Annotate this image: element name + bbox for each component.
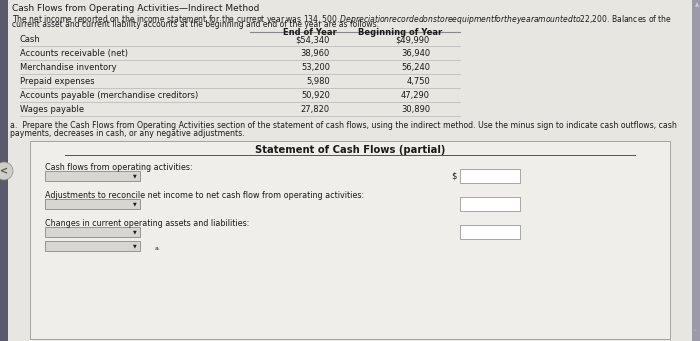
- Text: 27,820: 27,820: [301, 105, 330, 114]
- Text: $54,340: $54,340: [295, 35, 330, 44]
- Text: 4,750: 4,750: [406, 77, 430, 86]
- Text: ▸: ▸: [694, 327, 698, 333]
- Bar: [460, 169, 520, 183]
- Text: $: $: [452, 172, 457, 180]
- Bar: [45, 199, 140, 209]
- Text: Merchandise inventory: Merchandise inventory: [20, 63, 117, 72]
- Text: End of Year: End of Year: [283, 28, 337, 37]
- Text: The net income reported on the income statement for the current year was $134,50: The net income reported on the income st…: [12, 13, 672, 26]
- Text: Adjustments to reconcile net income to net cash flow from operating activities:: Adjustments to reconcile net income to n…: [45, 191, 364, 200]
- Text: Wages payable: Wages payable: [20, 105, 84, 114]
- Text: 47,290: 47,290: [401, 91, 430, 100]
- Text: ▲: ▲: [695, 2, 699, 7]
- Bar: [45, 241, 140, 251]
- Text: <: <: [0, 166, 8, 176]
- Text: $49,990: $49,990: [395, 35, 430, 44]
- Text: 38,960: 38,960: [301, 49, 330, 58]
- Text: 5,980: 5,980: [307, 77, 330, 86]
- Bar: [45, 171, 140, 181]
- Text: Accounts payable (merchandise creditors): Accounts payable (merchandise creditors): [20, 91, 198, 100]
- Text: 36,940: 36,940: [401, 49, 430, 58]
- Text: 53,200: 53,200: [301, 63, 330, 72]
- Text: payments, decreases in cash, or any negative adjustments.: payments, decreases in cash, or any nega…: [10, 129, 245, 138]
- Text: ▼: ▼: [133, 243, 137, 249]
- Text: Statement of Cash Flows (partial): Statement of Cash Flows (partial): [255, 145, 445, 155]
- Text: Prepaid expenses: Prepaid expenses: [20, 77, 94, 86]
- Text: Beginning of Year: Beginning of Year: [358, 28, 442, 37]
- Text: current asset and current liability accounts at the beginning and end of the yea: current asset and current liability acco…: [12, 20, 379, 29]
- Circle shape: [0, 162, 13, 180]
- Bar: [460, 197, 520, 211]
- Text: ▼: ▼: [133, 202, 137, 207]
- Text: 50,920: 50,920: [301, 91, 330, 100]
- Text: Changes in current operating assets and liabilities:: Changes in current operating assets and …: [45, 219, 249, 228]
- Text: Cash flows from operating activities:: Cash flows from operating activities:: [45, 163, 193, 172]
- Bar: [45, 227, 140, 237]
- Text: 30,890: 30,890: [401, 105, 430, 114]
- Text: 56,240: 56,240: [401, 63, 430, 72]
- Text: ▼: ▼: [133, 229, 137, 235]
- Text: Accounts receivable (net): Accounts receivable (net): [20, 49, 128, 58]
- Text: a.  Prepare the Cash Flows from Operating Activities section of the statement of: a. Prepare the Cash Flows from Operating…: [10, 121, 677, 130]
- Text: a.: a.: [155, 246, 161, 251]
- Text: Cash: Cash: [20, 35, 41, 44]
- Text: Cash Flows from Operating Activities—Indirect Method: Cash Flows from Operating Activities—Ind…: [12, 4, 260, 13]
- Bar: [460, 225, 520, 239]
- Bar: [692, 0, 700, 341]
- Bar: [0, 0, 8, 341]
- Bar: [30, 141, 670, 339]
- Text: ▼: ▼: [133, 174, 137, 178]
